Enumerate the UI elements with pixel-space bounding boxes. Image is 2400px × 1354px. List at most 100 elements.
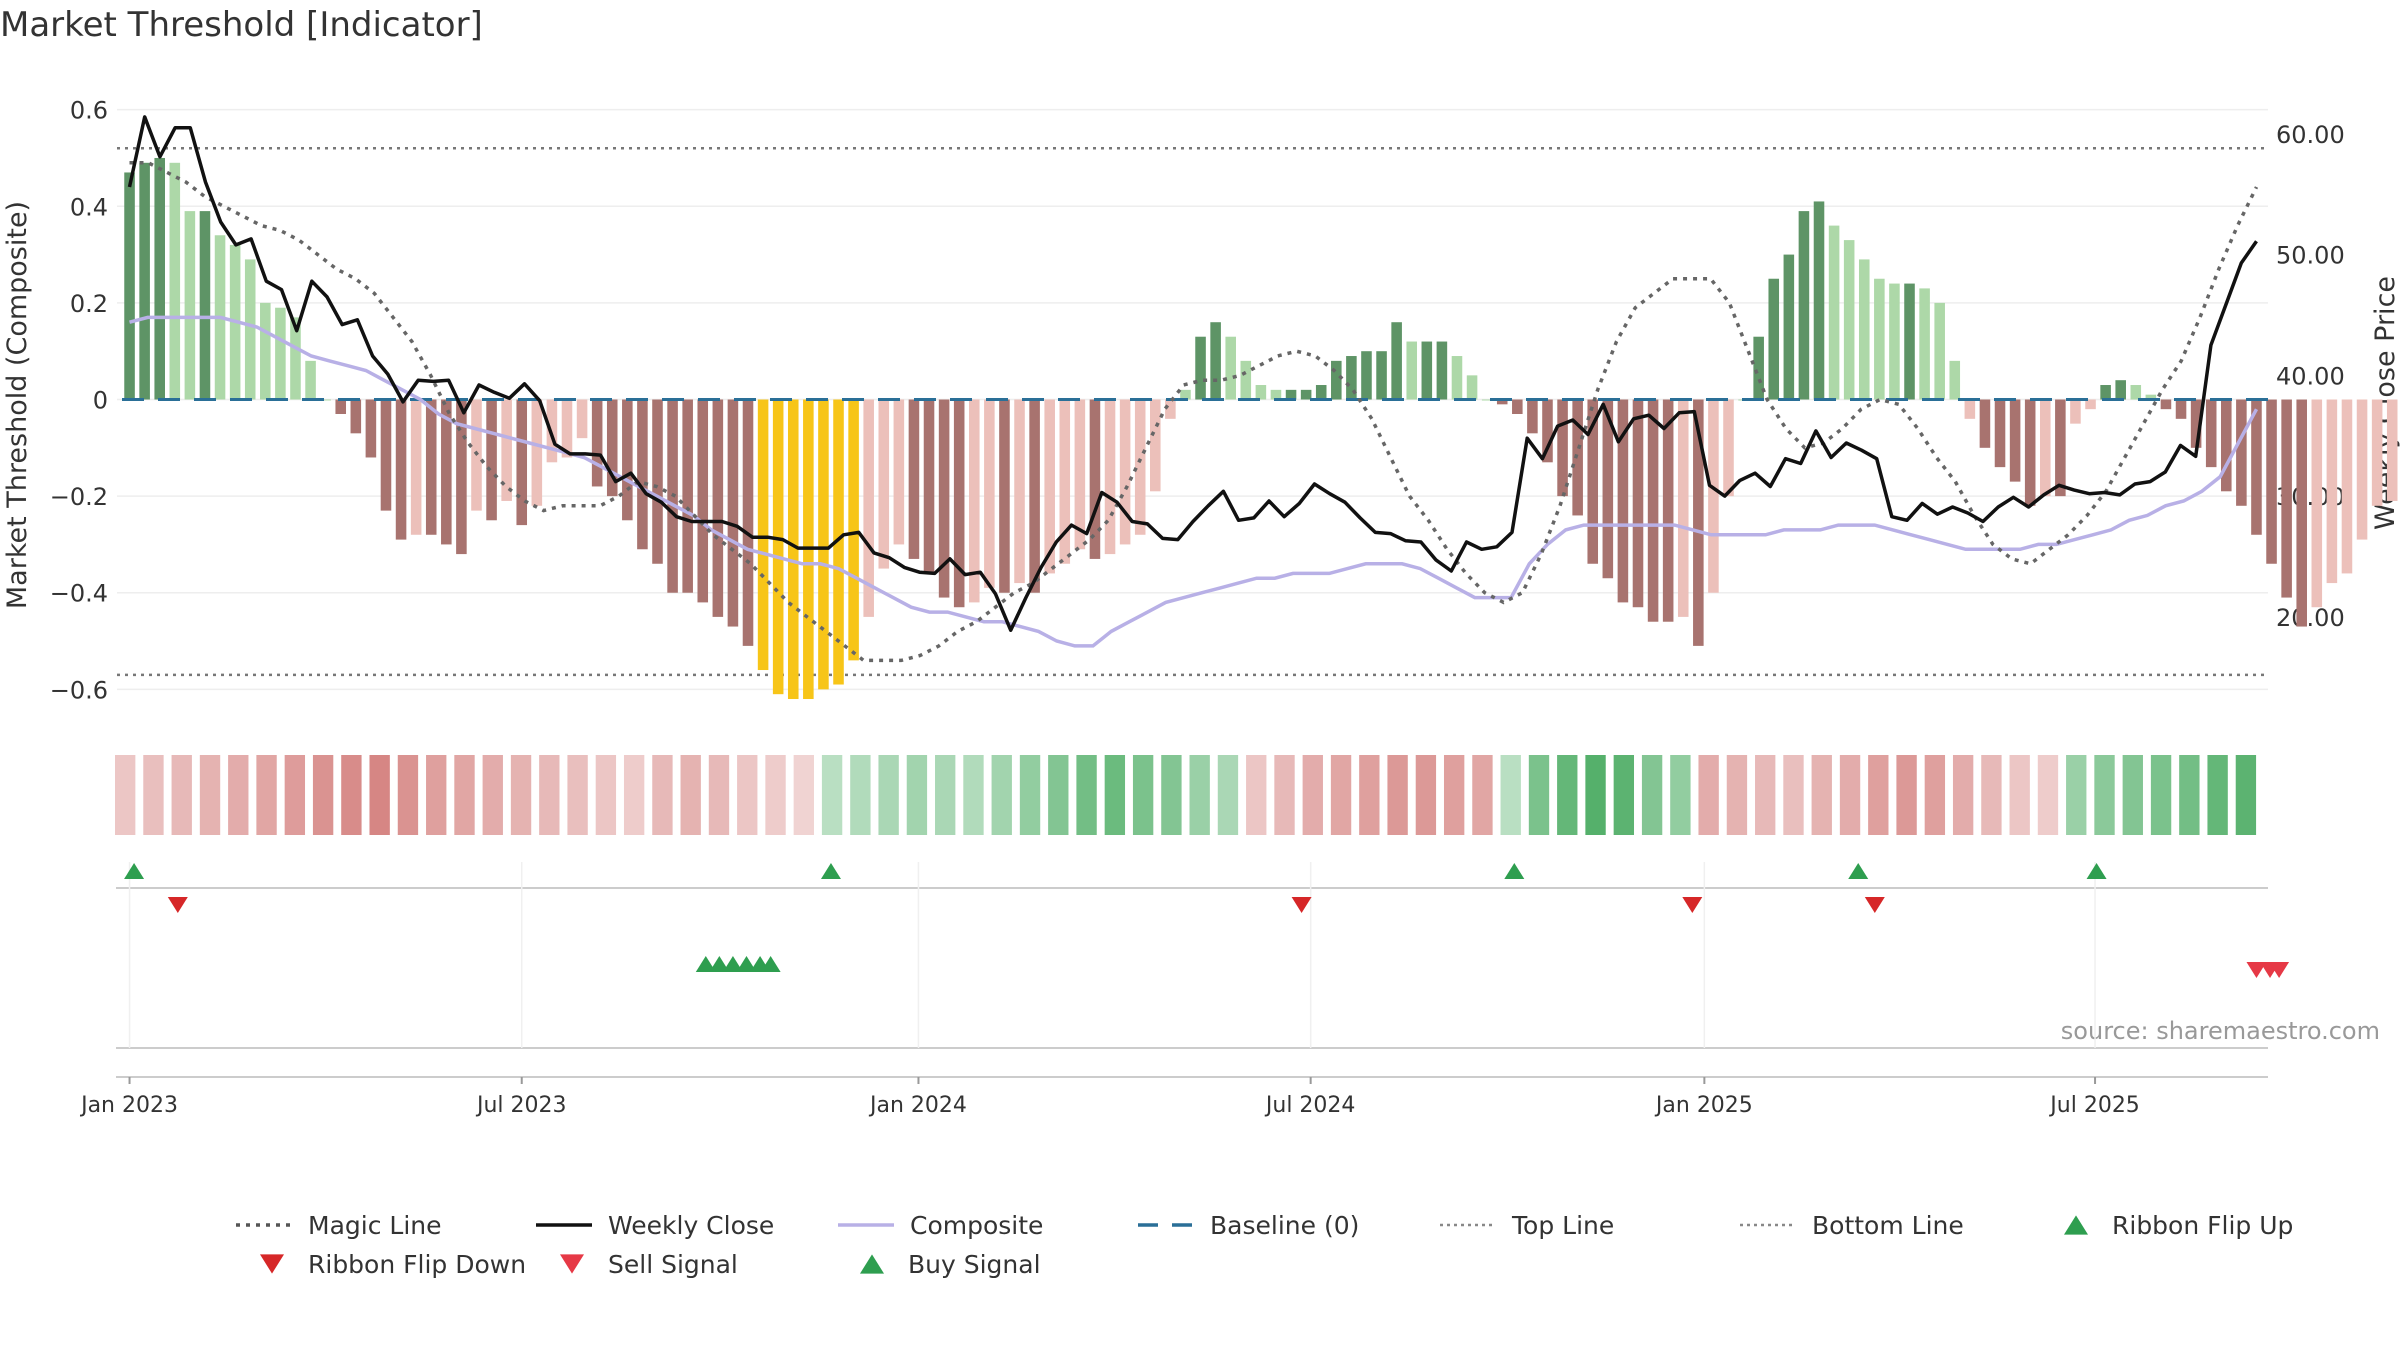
- ribbon-cell: [737, 755, 758, 835]
- composite-bar: [2221, 399, 2232, 492]
- ribbon-flip-down-marker: [1682, 897, 1703, 913]
- ribbon-cell: [821, 755, 843, 835]
- composite-bar: [697, 399, 709, 603]
- ribbon-cell: [341, 755, 362, 835]
- legend-label: Ribbon Flip Down: [308, 1250, 526, 1279]
- composite-bar: [350, 399, 362, 434]
- ribbon-cell: [963, 755, 984, 835]
- ribbon-cell: [1189, 755, 1210, 835]
- composite-bar: [2055, 399, 2066, 497]
- ribbon-cell: [1415, 755, 1437, 835]
- composite-bar: [606, 399, 618, 497]
- composite-bar: [2236, 399, 2247, 506]
- composite-bar: [622, 399, 633, 521]
- buy-signal-marker: [760, 956, 781, 972]
- legend-swatch: [260, 1254, 284, 1274]
- weekly-close-line: [127, 115, 2258, 632]
- composite-bar: [1919, 288, 1930, 400]
- ribbon-cell: [369, 755, 390, 835]
- composite-bar: [290, 317, 301, 400]
- composite-line: [129, 315, 2259, 648]
- legend-item-ribbon-flip-up: Ribbon Flip Up: [2064, 1211, 2293, 1240]
- composite-bar: [1225, 336, 1236, 400]
- composite-bar: [2145, 394, 2157, 400]
- composite-bar: [1572, 399, 1583, 516]
- composite-bar: [2130, 385, 2142, 400]
- composite-bar: [1949, 360, 1961, 400]
- composite-bar: [652, 399, 663, 564]
- composite-bar: [501, 399, 512, 501]
- composite-bar: [139, 162, 150, 400]
- composite-bar: [1074, 399, 1086, 550]
- composite-bar: [1059, 399, 1071, 564]
- ribbon-cell: [1443, 755, 1465, 835]
- x-tick-label-2: Jan 2024: [868, 1093, 967, 1118]
- composite-bar: [2251, 399, 2262, 535]
- ribbon-cell: [312, 755, 334, 835]
- ribbon-cell: [256, 755, 277, 835]
- composite-bar: [1708, 399, 1719, 593]
- composite-bar: [184, 211, 196, 400]
- lower-panels-grid: [116, 862, 2268, 1078]
- composite-bar: [365, 399, 377, 458]
- composite-bar: [1934, 302, 1945, 400]
- y-right-tick-2: 40.00: [2276, 362, 2345, 390]
- ribbon-cell: [1839, 755, 1861, 835]
- composite-bar: [1527, 399, 1538, 434]
- ribbon-cell: [1217, 755, 1239, 835]
- composite-bar: [1361, 351, 1372, 400]
- composite-bar: [1195, 336, 1206, 400]
- composite-bar: [1285, 389, 1297, 400]
- composite-bar: [2085, 399, 2096, 410]
- ribbon-flip-down-marker: [1864, 897, 1885, 913]
- ribbon-cell: [652, 755, 673, 835]
- composite-bar: [1964, 399, 1976, 419]
- y-right-tick-1: 50.00: [2276, 242, 2345, 270]
- ribbon-cell: [935, 755, 956, 835]
- ribbon-flip-down-marker: [1291, 897, 1312, 913]
- main-gridlines: [117, 108, 2268, 691]
- ribbon-cell: [1698, 755, 1719, 835]
- composite-bar: [1300, 389, 1312, 400]
- ribbon-cell: [143, 755, 164, 835]
- composite-bar: [1346, 356, 1357, 400]
- ribbon-cell: [228, 755, 249, 835]
- composite-bar: [486, 399, 497, 521]
- ribbon-cell: [2037, 755, 2059, 835]
- composite-bar: [124, 172, 135, 400]
- ribbon-cell: [1896, 755, 1917, 835]
- composite-bar: [1889, 283, 1900, 400]
- composite-bar: [199, 211, 211, 400]
- magic-line: [129, 161, 2259, 663]
- legend-swatch: [2064, 1215, 2088, 1235]
- composite-bar: [1180, 389, 1191, 400]
- composite-bar: [1542, 399, 1553, 463]
- ribbon-cell: [793, 755, 814, 835]
- composite-bar: [2039, 399, 2051, 497]
- ribbon-cell: [1981, 755, 2002, 835]
- composite-bar: [441, 399, 452, 545]
- composite-bar: [561, 399, 573, 458]
- composite-bar: [1255, 385, 1267, 400]
- composite-bar: [1828, 225, 1840, 400]
- composite-bar: [576, 399, 588, 439]
- composite-bar: [1104, 399, 1116, 555]
- buy-signal-marker: [695, 956, 716, 972]
- ribbon-cell: [2066, 755, 2087, 835]
- composite-bar: [395, 399, 407, 540]
- composite-bar: [591, 399, 603, 487]
- ribbon-flip-up-marker: [1504, 863, 1525, 879]
- composite-bar: [1874, 278, 1885, 400]
- ribbon-cell: [1641, 755, 1663, 835]
- y-left-tick-6: −0.6: [50, 676, 108, 704]
- ribbon-cell: [623, 755, 645, 835]
- composite-bar: [1813, 201, 1825, 400]
- ribbon-cell: [2122, 755, 2143, 835]
- legend-label: Baseline (0): [1210, 1211, 1359, 1240]
- ribbon-cell: [1104, 755, 1126, 835]
- composite-bar: [742, 399, 754, 646]
- composite-bar: [1150, 399, 1161, 492]
- ribbon-flip-up-marker: [2086, 863, 2107, 879]
- composite-bar: [320, 399, 331, 401]
- composite-bar: [878, 399, 890, 569]
